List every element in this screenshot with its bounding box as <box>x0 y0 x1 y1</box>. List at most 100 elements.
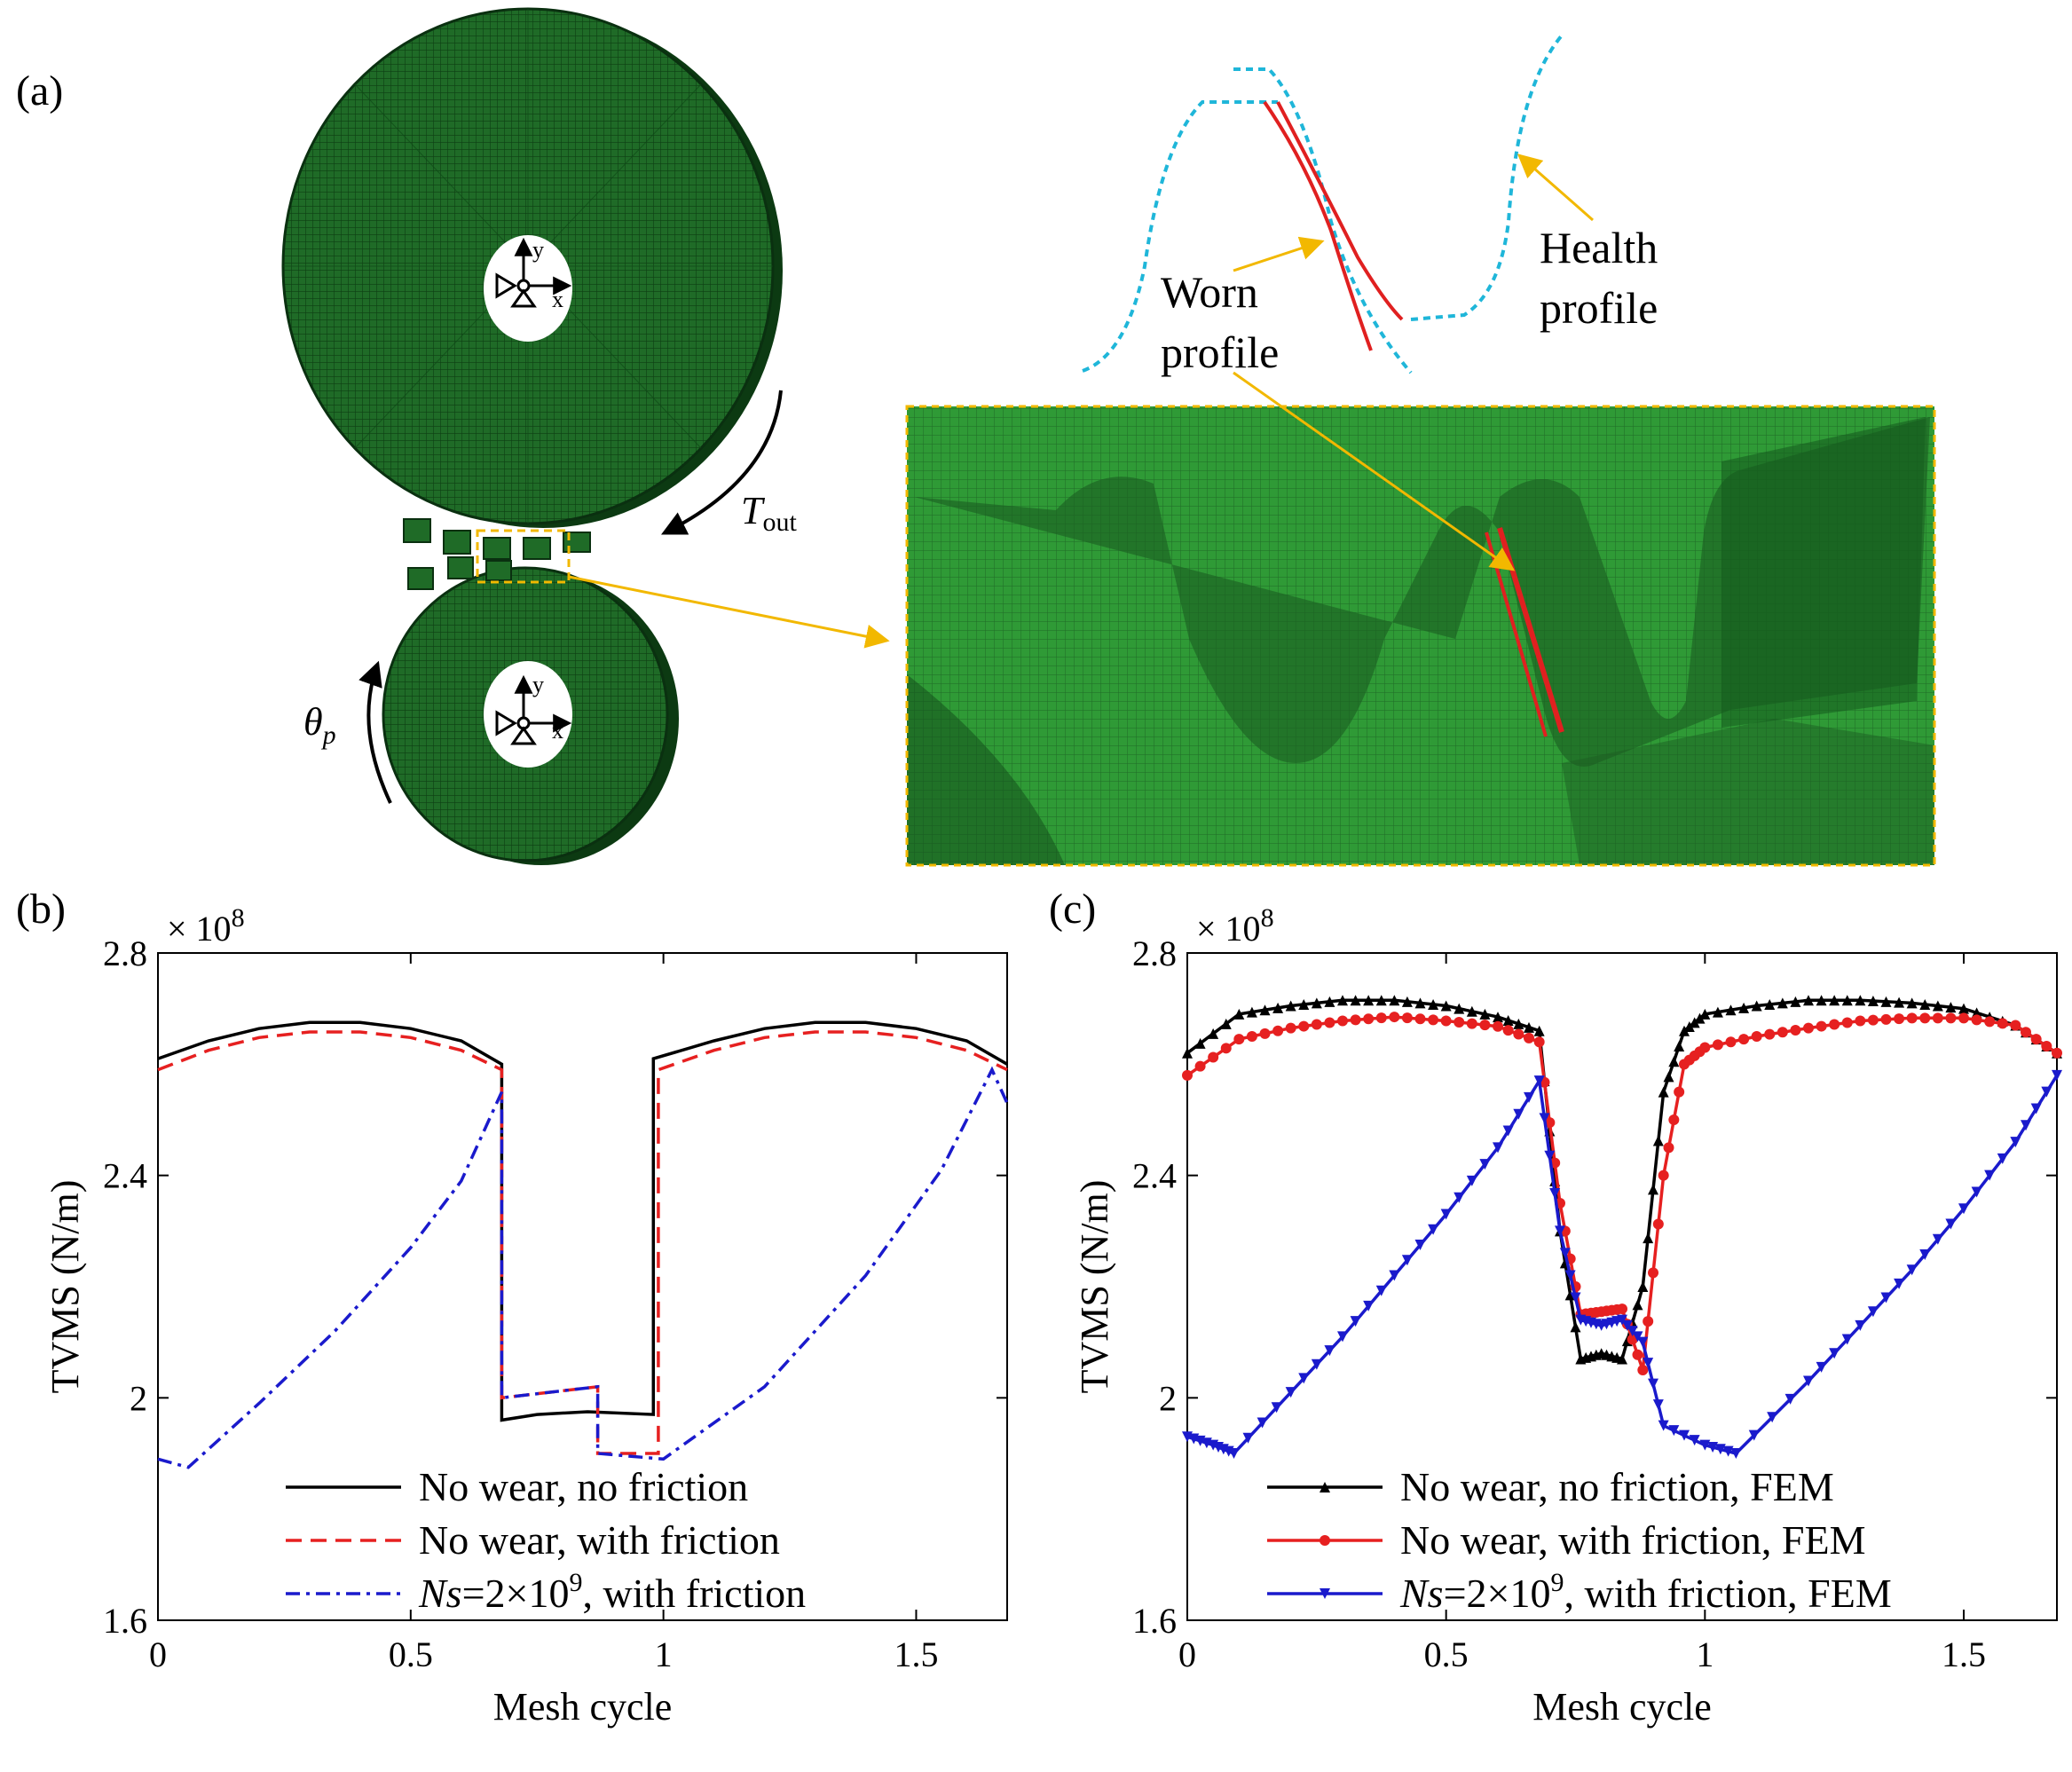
data-point <box>1725 1004 1737 1016</box>
data-point <box>1182 1047 1193 1059</box>
profile-sketch <box>1082 34 1564 374</box>
y-tick-label: 2.8 <box>103 933 147 973</box>
y-tick-label: 1.6 <box>103 1601 147 1641</box>
data-point <box>1272 1002 1284 1013</box>
data-point <box>1533 1025 1545 1036</box>
data-point <box>1855 995 1866 1006</box>
data-point <box>1725 1036 1737 1048</box>
data-point <box>1389 1270 1400 1281</box>
data-point <box>1730 1448 1742 1459</box>
data-point <box>1945 1002 1957 1013</box>
data-point <box>1621 1319 1633 1331</box>
data-point <box>1880 1013 1892 1025</box>
health-label-line1: Health <box>1540 223 1658 272</box>
worn-label-line2: profile <box>1161 327 1279 377</box>
series-2 <box>157 1030 1008 1455</box>
data-point <box>1707 1441 1719 1453</box>
data-point <box>1466 1018 1477 1029</box>
zoomed-tooth-mesh <box>905 405 1936 867</box>
data-point <box>1984 1170 1996 1181</box>
data-point <box>1764 1028 1776 1040</box>
data-point <box>1363 1013 1375 1025</box>
legend-marker-1 <box>1320 1482 1330 1492</box>
data-point <box>1984 1016 1996 1028</box>
data-point <box>2041 1086 2052 1098</box>
data-point <box>1668 1056 1680 1067</box>
data-point <box>2010 1020 2021 1031</box>
y-multiplier: × 108 <box>167 903 245 949</box>
data-point <box>1350 1014 1361 1026</box>
data-point <box>1493 1020 1503 1032</box>
small-gear-axes <box>495 674 572 745</box>
data-point <box>1712 1039 1723 1051</box>
data-point <box>1689 1017 1700 1028</box>
data-point <box>1246 1031 1257 1042</box>
data-point <box>1502 1014 1514 1026</box>
data-point <box>1493 1012 1503 1023</box>
data-point <box>1533 1075 1545 1087</box>
data-point <box>1658 1086 1669 1098</box>
data-point <box>1971 1014 1982 1026</box>
data-point <box>1748 1429 1760 1441</box>
data-point <box>1971 1186 1982 1198</box>
data-point <box>1945 1012 1957 1024</box>
t-out-label: Tout <box>741 489 797 537</box>
data-point <box>1570 1321 1581 1333</box>
data-point <box>1414 997 1426 1009</box>
data-point <box>1375 1285 1387 1296</box>
data-point <box>1559 1248 1571 1259</box>
y-axis-label: TVMS (N/m) <box>1073 1180 1116 1394</box>
data-point <box>1617 1303 1627 1315</box>
data-point <box>1668 1114 1680 1125</box>
data-point <box>1428 998 1439 1010</box>
worn-profile-curve-1 <box>1263 100 1373 351</box>
theta-p-label: θp <box>303 700 336 750</box>
x-tick-label: 0 <box>149 1634 167 1674</box>
data-point <box>1454 1192 1465 1203</box>
data-point <box>1513 1028 1524 1040</box>
data-point <box>1617 1314 1627 1326</box>
worn-arrow <box>1233 236 1325 272</box>
data-point <box>1401 996 1413 1007</box>
data-point <box>1632 1331 1643 1343</box>
data-point <box>1658 1170 1669 1181</box>
chart-c: 0 0.5 1 1.5 1.6 2 2.4 2.8 × 108 Mesh cycle TVMS (N… <box>1073 903 2062 1729</box>
data-point <box>1311 1359 1322 1370</box>
data-point <box>1777 1027 1788 1038</box>
data-point <box>1694 1012 1706 1024</box>
x-axis-label: Mesh cycle <box>1532 1685 1712 1729</box>
data-point <box>1428 1014 1439 1026</box>
data-point <box>2030 1103 2042 1114</box>
series-2 <box>1182 1012 2062 1375</box>
data-point <box>1513 1108 1524 1120</box>
worn-profile-curve-2 <box>1276 101 1404 321</box>
data-point <box>1945 1218 1957 1230</box>
data-point <box>1350 995 1361 1006</box>
data-point <box>1816 1361 1827 1373</box>
data-point <box>1829 1019 1840 1030</box>
data-point <box>1958 1012 1969 1024</box>
x-tick-label: 1.5 <box>1942 1634 1986 1674</box>
data-point <box>1784 1393 1796 1405</box>
health-profile-curve-left <box>1082 100 1278 373</box>
x-tick-label: 1.5 <box>894 1634 938 1674</box>
legend-label-2: No wear, with friction, FEM <box>1400 1517 1866 1563</box>
data-point <box>1751 1000 1762 1012</box>
data-point <box>1182 1069 1193 1081</box>
data-point <box>1414 1013 1426 1025</box>
series-3 <box>1182 1069 2062 1459</box>
data-point <box>1958 1203 1969 1215</box>
data-point <box>2021 1120 2031 1131</box>
data-point <box>1363 1300 1375 1311</box>
data-point <box>1324 996 1335 1007</box>
data-point <box>1699 1439 1711 1451</box>
data-point <box>1454 1003 1465 1014</box>
data-point <box>1220 1018 1232 1029</box>
data-point <box>1632 1299 1643 1311</box>
data-point <box>1803 995 1814 1006</box>
data-point <box>1674 1040 1685 1051</box>
data-point <box>1564 1270 1576 1281</box>
data-point <box>1272 1025 1284 1036</box>
data-point <box>1648 1184 1658 1195</box>
